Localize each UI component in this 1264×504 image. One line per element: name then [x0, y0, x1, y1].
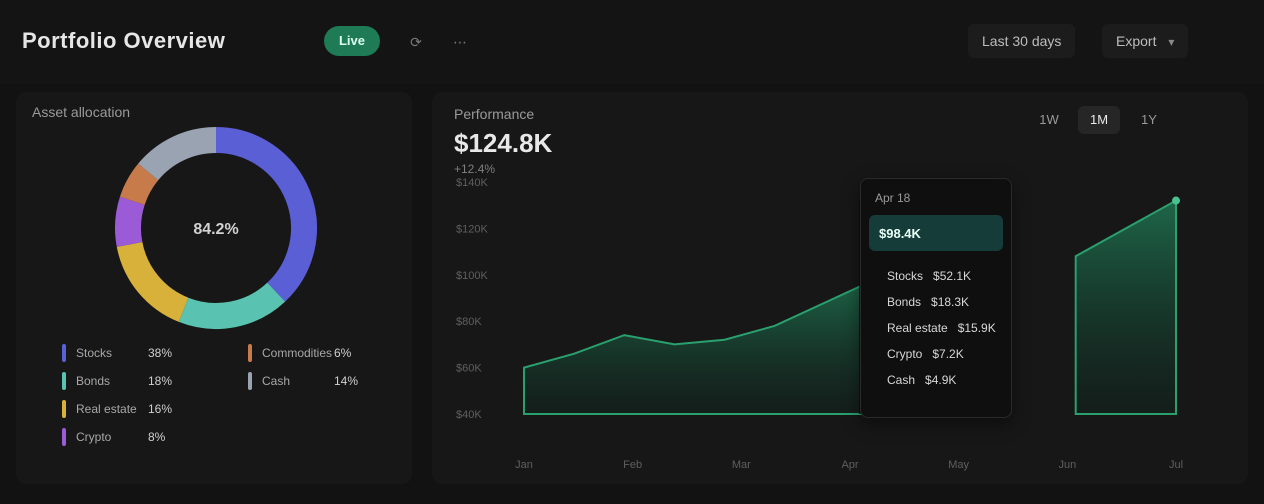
allocation-title: Asset allocation — [32, 104, 131, 120]
tooltip-row: Cash $4.9K — [877, 373, 956, 387]
tooltip-row-label: Bonds — [887, 295, 922, 309]
legend-item: Bonds 18% — [62, 368, 172, 394]
x-tick-label: Jul — [1169, 459, 1183, 471]
legend-swatch — [62, 400, 66, 418]
legend-item: Stocks 38% — [62, 340, 172, 366]
legend-label: Commodities — [262, 346, 333, 360]
export-button[interactable]: Export ▾ — [1102, 24, 1189, 58]
x-tick-label: May — [948, 459, 969, 471]
tooltip-row-value: $4.9K — [925, 373, 957, 387]
legend-value: 6% — [334, 346, 352, 360]
tooltip-total: $98.4K — [869, 215, 1003, 251]
legend-swatch — [62, 372, 66, 390]
legend-item: Commodities 6% — [248, 340, 351, 366]
donut-segment — [178, 282, 286, 329]
y-tick-label: $40K — [456, 409, 482, 421]
range-button[interactable]: 1W — [1039, 112, 1059, 127]
legend-swatch — [62, 428, 66, 446]
legend-value: 16% — [148, 402, 173, 416]
allocation-donut: 84.2% — [115, 127, 317, 329]
tooltip-row-label: Real estate — [887, 321, 948, 335]
donut-segment — [119, 163, 159, 206]
x-tick-label: Feb — [623, 459, 642, 471]
tooltip-row-label: Crypto — [887, 347, 923, 361]
legend-item: Crypto 8% — [62, 424, 165, 450]
legend-value: 14% — [334, 374, 359, 388]
performance-chart: $140K $120K $100K $80K $60K $40K Jan Feb Mar Apr… — [456, 177, 1183, 471]
tooltip-row: Crypto $7.2K — [877, 347, 964, 361]
legend-label: Stocks — [76, 346, 113, 360]
x-tick-label: Apr — [841, 459, 858, 471]
y-tick-label: $80K — [456, 316, 482, 328]
tooltip-row-value: $7.2K — [932, 347, 964, 361]
legend-swatch — [248, 344, 252, 362]
top-bar: Portfolio Overview Live ⟳ ⋯ Last 30 days… — [0, 0, 1264, 84]
tooltip-date: Apr 18 — [875, 191, 911, 205]
area-series — [1074, 198, 1177, 415]
allocation-panel: Asset allocation 84.2% Stocks 38% Bonds … — [16, 92, 412, 484]
legend-label: Real estate — [76, 402, 137, 416]
donut-segment — [116, 241, 189, 322]
y-tick-label: $100K — [456, 270, 488, 282]
performance-change: +12.4% — [454, 162, 496, 176]
tooltip-row-label: Cash — [887, 373, 916, 387]
legend-label: Cash — [262, 374, 291, 388]
legend-swatch — [62, 344, 66, 362]
legend-label: Bonds — [76, 374, 111, 388]
y-tick-label: $60K — [456, 363, 482, 375]
tooltip-row: Real estate $15.9K — [877, 321, 996, 335]
legend-label: Crypto — [76, 430, 112, 444]
allocation-center-value: 84.2% — [193, 221, 238, 238]
chart-tooltip: Apr 18 $98.4K Stocks $52.1K Bonds $18.3K Rea… — [860, 178, 1012, 418]
export-label: Export — [1116, 33, 1157, 49]
page-title: Portfolio Overview — [22, 28, 226, 53]
chevron-down-icon: ▾ — [1168, 35, 1175, 49]
tooltip-row-value: $52.1K — [933, 269, 972, 283]
date-range-button[interactable]: Last 30 days — [968, 24, 1076, 58]
legend-value: 8% — [148, 430, 166, 444]
y-tick-label: $120K — [456, 223, 488, 235]
performance-value: $124.8K — [454, 128, 553, 158]
legend-value: 38% — [148, 346, 173, 360]
range-button[interactable]: 1M — [1078, 106, 1120, 134]
series-end-point — [1172, 196, 1180, 205]
area-series — [523, 277, 877, 415]
date-range-label: Last 30 days — [982, 33, 1062, 49]
x-tick-label: Jun — [1058, 459, 1076, 471]
x-tick-label: Jan — [515, 459, 533, 471]
x-tick-label: Mar — [732, 459, 751, 471]
refresh-icon[interactable]: ⟳ — [410, 33, 422, 50]
range-button[interactable]: 1Y — [1141, 112, 1157, 127]
tooltip-row-label: Stocks — [887, 269, 924, 283]
live-badge: Live — [324, 26, 380, 56]
legend-item: Cash 14% — [248, 368, 358, 394]
more-icon[interactable]: ⋯ — [453, 33, 467, 50]
legend-value: 18% — [148, 374, 173, 388]
tooltip-row-value: $18.3K — [931, 295, 970, 309]
donut-segment — [215, 127, 317, 302]
legend-item: Real estate 16% — [62, 396, 172, 422]
legend-swatch — [248, 372, 252, 390]
performance-title: Performance — [454, 106, 535, 122]
tooltip-row: Stocks $52.1K — [877, 269, 971, 283]
tooltip-row-value: $15.9K — [957, 321, 996, 335]
tooltip-row: Bonds $18.3K — [877, 295, 969, 309]
y-tick-label: $140K — [456, 177, 488, 189]
donut-segment — [115, 196, 145, 247]
performance-panel: Performance $124.8K +12.4% 1W 1M 1Y $140K $… — [432, 92, 1248, 484]
donut-segment — [138, 127, 217, 181]
